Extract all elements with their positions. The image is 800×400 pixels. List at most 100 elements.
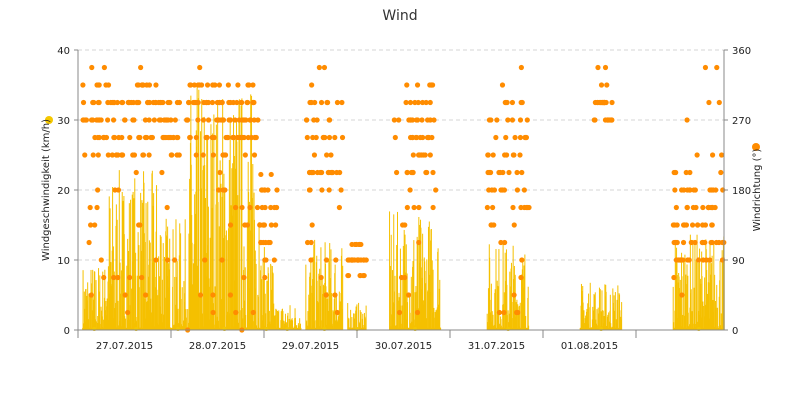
direction-point (304, 134, 310, 141)
direction-point (695, 222, 701, 228)
direction-point (80, 99, 87, 106)
direction-point (518, 64, 524, 71)
direction-point (105, 82, 112, 88)
direction-point (151, 117, 157, 123)
direction-point (236, 117, 242, 123)
direction-point (713, 187, 719, 193)
direction-point (314, 169, 321, 176)
direction-point (167, 99, 173, 106)
direction-point (246, 82, 252, 88)
direction-point (408, 117, 414, 123)
direction-point (433, 187, 439, 193)
direction-point (251, 152, 258, 158)
direction-point (707, 257, 713, 263)
direction-point (244, 99, 250, 106)
direction-point (512, 134, 518, 141)
direction-point (146, 117, 152, 123)
direction-point (127, 134, 133, 141)
direction-point (261, 222, 267, 228)
direction-point (318, 99, 325, 106)
direction-point (679, 187, 685, 193)
direction-point (503, 99, 509, 106)
direction-point (227, 222, 234, 228)
direction-point (609, 99, 615, 106)
direction-point (490, 204, 496, 211)
direction-point (239, 204, 245, 211)
direction-point (684, 117, 690, 123)
direction-point (139, 82, 145, 88)
direction-point (517, 134, 524, 141)
direction-point (88, 292, 94, 298)
direction-point (332, 292, 338, 298)
direction-point (496, 309, 503, 316)
direction-point (338, 187, 344, 193)
direction-point (115, 152, 121, 158)
direction-point (164, 257, 171, 263)
direction-point (95, 152, 101, 158)
direction-point (414, 134, 420, 141)
direction-point (311, 152, 318, 158)
direction-point (319, 187, 325, 193)
direction-point (510, 204, 516, 211)
direction-point (262, 274, 268, 281)
direction-point (671, 274, 677, 281)
direction-point (139, 274, 145, 281)
direction-point (268, 171, 274, 178)
direction-point (518, 274, 524, 281)
direction-point (226, 99, 232, 106)
left-tick-label: 0 (64, 326, 70, 337)
direction-point (174, 152, 180, 158)
direction-point (228, 117, 234, 123)
direction-point (187, 134, 193, 141)
direction-point (214, 117, 220, 123)
direction-point (423, 169, 429, 176)
direction-point (125, 309, 131, 316)
direction-point (325, 99, 331, 106)
direction-point (484, 204, 490, 211)
direction-point (197, 292, 204, 298)
direction-point (204, 82, 211, 88)
direction-point (227, 292, 234, 298)
direction-point (111, 274, 117, 281)
direction-point (489, 222, 495, 228)
direction-point (105, 152, 111, 158)
direction-point (309, 82, 315, 88)
direction-point (709, 152, 716, 158)
direction-point (310, 169, 316, 176)
direction-point (684, 204, 690, 211)
direction-point (514, 169, 520, 176)
direction-point (116, 134, 122, 141)
direction-point (274, 187, 280, 193)
direction-point (190, 99, 197, 106)
direction-point (501, 187, 508, 193)
direction-point (217, 169, 223, 176)
direction-point (689, 222, 696, 228)
direction-point (250, 82, 256, 88)
direction-point (137, 222, 143, 228)
direction-point (690, 204, 696, 211)
direction-point (109, 152, 115, 158)
direction-point (210, 292, 216, 298)
direction-point (418, 152, 424, 158)
direction-point (326, 187, 332, 193)
direction-point (334, 309, 340, 316)
direction-point (250, 309, 256, 316)
direction-point (254, 204, 261, 211)
direction-point (714, 64, 720, 71)
direction-point (333, 257, 339, 263)
direction-point (110, 117, 117, 123)
direction-point (166, 134, 172, 141)
direction-point (361, 272, 367, 279)
direction-point (391, 117, 397, 123)
direction-point (153, 257, 159, 263)
direction-point (694, 152, 700, 158)
direction-point (247, 117, 253, 123)
direction-point (98, 117, 104, 123)
direction-point (137, 134, 143, 141)
direction-point (145, 99, 151, 106)
direction-point (200, 152, 206, 158)
direction-point (419, 99, 426, 106)
direction-point (247, 204, 253, 211)
direction-point (258, 171, 264, 178)
